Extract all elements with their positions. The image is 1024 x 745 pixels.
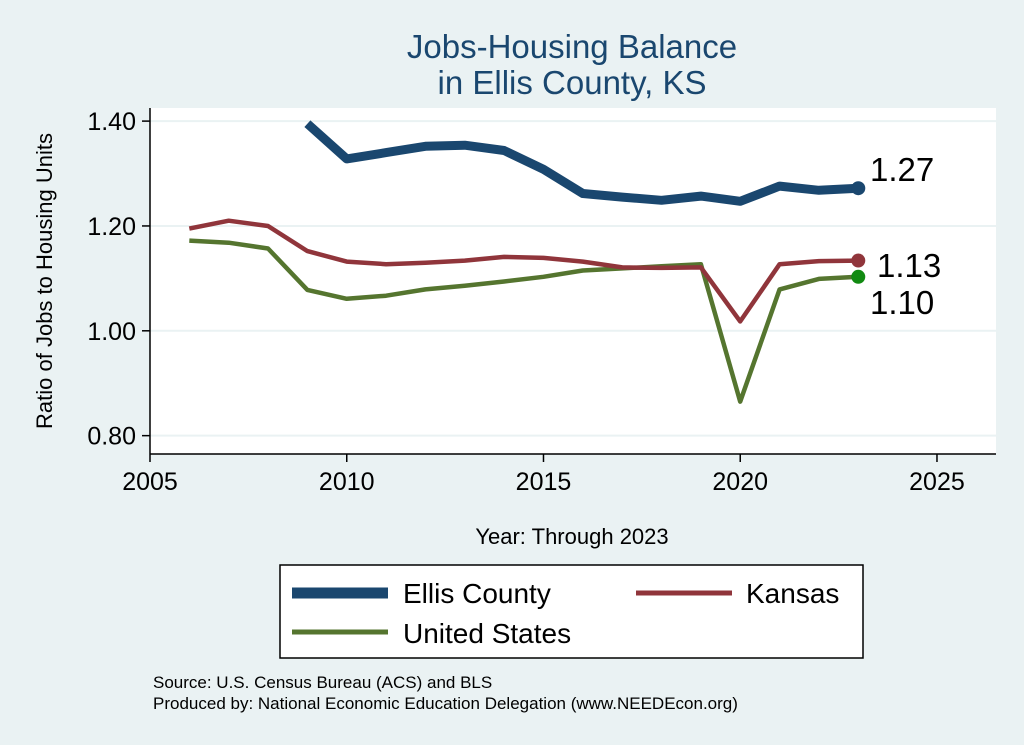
chart-title-line-2: in Ellis County, KS [438, 64, 707, 101]
y-tick-label-1-40: 1.40 [87, 108, 136, 136]
series-line-ellis-county [304, 120, 859, 206]
legend-label-kansas: Kansas [746, 578, 839, 609]
end-label-united-states: 1.10 [870, 284, 934, 321]
x-tick-label-2010: 2010 [319, 468, 375, 496]
y-tick-label-1-00: 1.00 [87, 318, 136, 346]
x-tick-label-2025: 2025 [909, 468, 965, 496]
series-lines [188, 120, 859, 404]
producer-note: Produced by: National Economic Education… [153, 694, 738, 713]
x-tick-label-2015: 2015 [516, 468, 572, 496]
x-tick-label-2020: 2020 [712, 468, 768, 496]
legend: Ellis County Kansas United States [279, 564, 864, 659]
y-axis-ticks: 0.80 1.00 1.20 1.40 [87, 108, 150, 451]
grid-lines [150, 120, 996, 437]
series-line-united-states [189, 238, 859, 404]
x-tick-label-2005: 2005 [122, 468, 178, 496]
legend-label-ellis-county: Ellis County [403, 578, 551, 609]
end-marker-ellis-county [851, 181, 866, 196]
end-marker-united-states [851, 269, 866, 284]
legend-label-united-states: United States [403, 618, 571, 649]
end-label-kansas: 1.13 [877, 247, 941, 284]
x-axis-title: Year: Through 2023 [475, 524, 668, 549]
source-note: Source: U.S. Census Bureau (ACS) and BLS [153, 673, 492, 692]
y-tick-label-1-20: 1.20 [87, 213, 136, 241]
series-line-kansas [188, 218, 859, 324]
series-end-markers [851, 181, 866, 284]
end-marker-kansas [851, 253, 866, 268]
y-axis-title: Ratio of Jobs to Housing Units [32, 133, 57, 429]
x-axis-ticks: 2005 2010 2015 2020 2025 [122, 454, 965, 496]
chart-title: Jobs-Housing Balance in Ellis County, KS [407, 28, 737, 101]
end-label-ellis-county: 1.27 [870, 151, 934, 188]
legend-box [279, 564, 864, 659]
chart-title-line-1: Jobs-Housing Balance [407, 28, 737, 65]
y-tick-label-0-80: 0.80 [87, 423, 136, 451]
